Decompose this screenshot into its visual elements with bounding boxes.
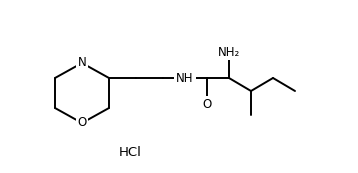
Text: NH: NH bbox=[176, 71, 194, 84]
Text: O: O bbox=[77, 116, 87, 130]
Text: N: N bbox=[78, 57, 86, 70]
Text: O: O bbox=[202, 98, 212, 111]
Text: NH₂: NH₂ bbox=[218, 45, 240, 58]
Text: HCl: HCl bbox=[118, 145, 141, 158]
